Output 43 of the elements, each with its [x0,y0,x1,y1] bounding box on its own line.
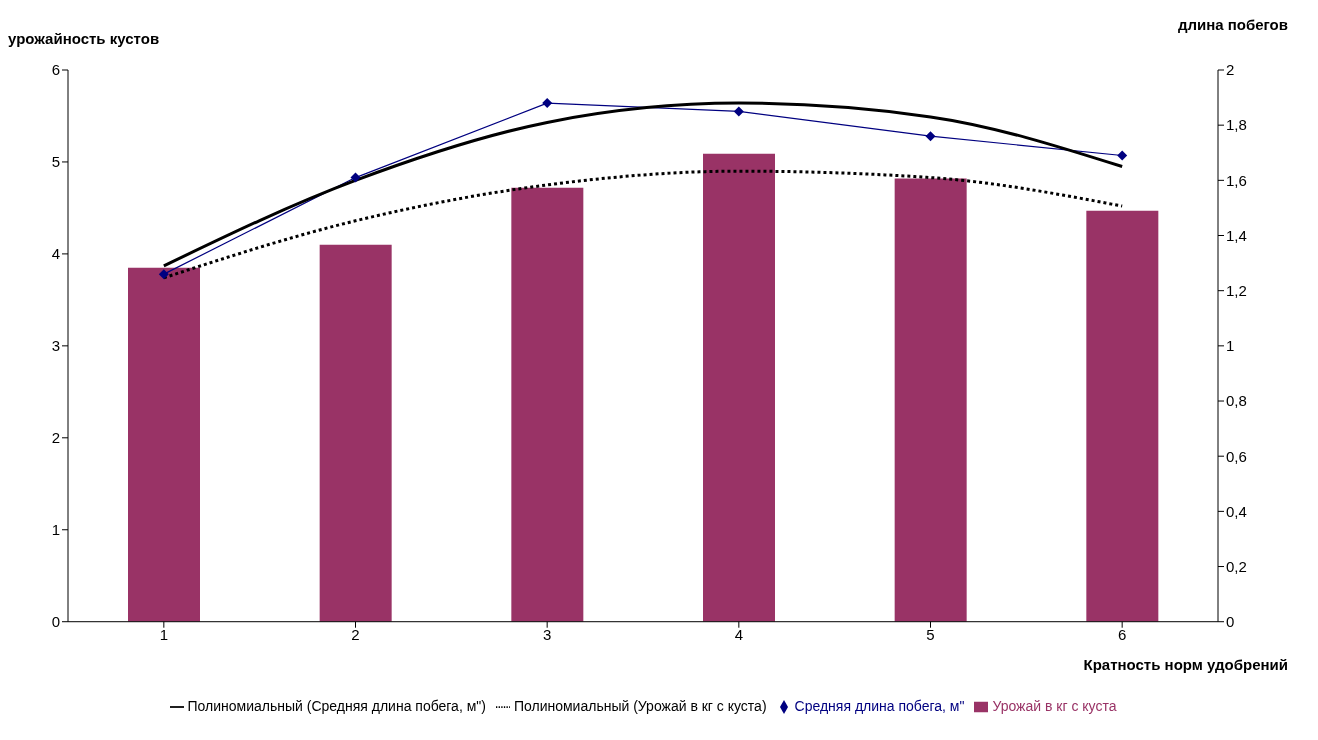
x-tick-label: 3 [542,626,552,644]
y-tick-label: 4 [51,245,60,263]
y-tick-label: 5 [51,153,60,171]
bar [319,244,392,622]
x-tick-label: 4 [734,626,744,644]
x-axis-title: Кратность норм удобрений [1083,656,1288,673]
y2-tick-label: 0 [1226,613,1235,631]
point [733,106,744,117]
x-tick-label: 5 [926,626,935,644]
bar [1086,210,1159,622]
y-axis-title: урожайность кустов [8,30,160,47]
y2-tick-label: 1,2 [1226,282,1247,300]
y2-tick-label: 0,8 [1226,392,1247,410]
legend-label: Урожай в кг с куста [992,697,1117,714]
point [542,98,553,109]
y-tick-label: 2 [51,429,60,447]
y2-tick-label: 0,6 [1226,447,1247,465]
y2-tick-label: 1 [1226,337,1235,355]
y-tick-label: 1 [51,521,60,539]
legend-label: Полиномиальный (Средняя длина побега, м") [187,697,486,714]
point [925,131,936,142]
bar [128,267,200,622]
y2-tick-label: 0,2 [1226,557,1247,575]
y-tick-label: 0 [51,613,60,631]
bar [703,153,775,622]
y2-tick-label: 1,6 [1226,171,1247,189]
bar [894,178,967,622]
legend-label: Средняя длина побега, м" [794,697,965,714]
bar [511,187,584,622]
y2-axis-title: длина побегов [1177,16,1288,33]
point [1117,150,1128,161]
x-tick-label: 6 [1117,626,1127,644]
y2-tick-label: 1,4 [1226,226,1247,244]
y2-tick-label: 0,4 [1226,502,1247,520]
x-tick-label: 2 [351,626,360,644]
y-tick-label: 6 [51,61,60,79]
x-tick-label: 1 [159,626,169,644]
y-tick-label: 3 [51,337,60,355]
point [350,172,361,183]
y2-tick-label: 2 [1226,61,1235,79]
legend-label: Полиномиальный (Урожай в кг с куста) [513,697,767,714]
point [158,269,169,280]
y2-tick-label: 1,8 [1226,116,1247,134]
